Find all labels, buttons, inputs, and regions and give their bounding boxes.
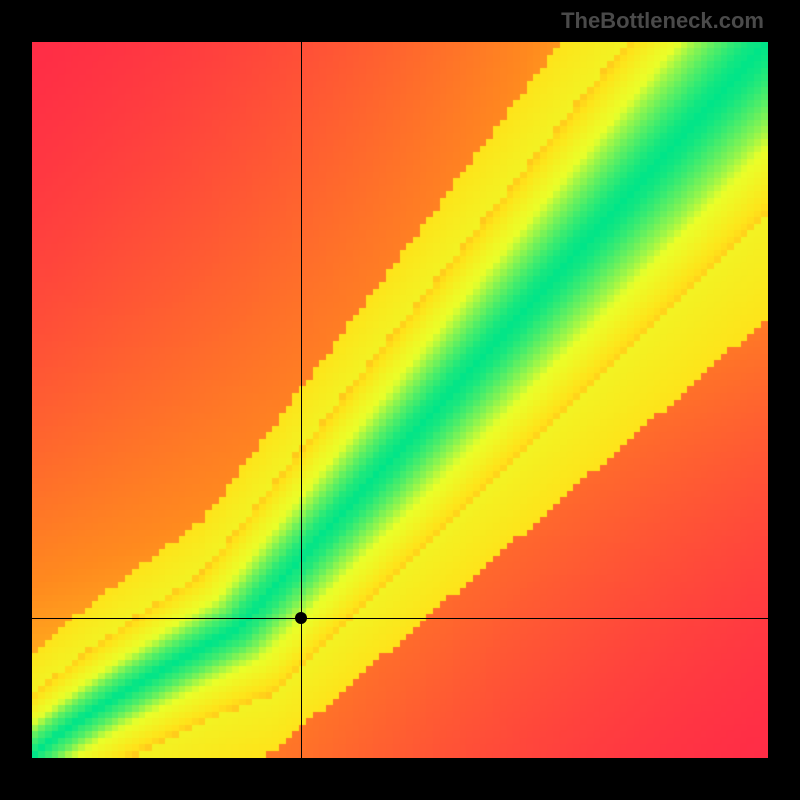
crosshair-vertical	[301, 42, 302, 758]
crosshair-horizontal	[32, 618, 768, 619]
chart-outer-frame: TheBottleneck.com	[0, 0, 800, 800]
crosshair-marker-dot	[295, 612, 307, 624]
watermark-label: TheBottleneck.com	[561, 8, 764, 34]
heatmap-canvas	[32, 42, 768, 758]
heatmap-plot-area	[32, 42, 768, 758]
